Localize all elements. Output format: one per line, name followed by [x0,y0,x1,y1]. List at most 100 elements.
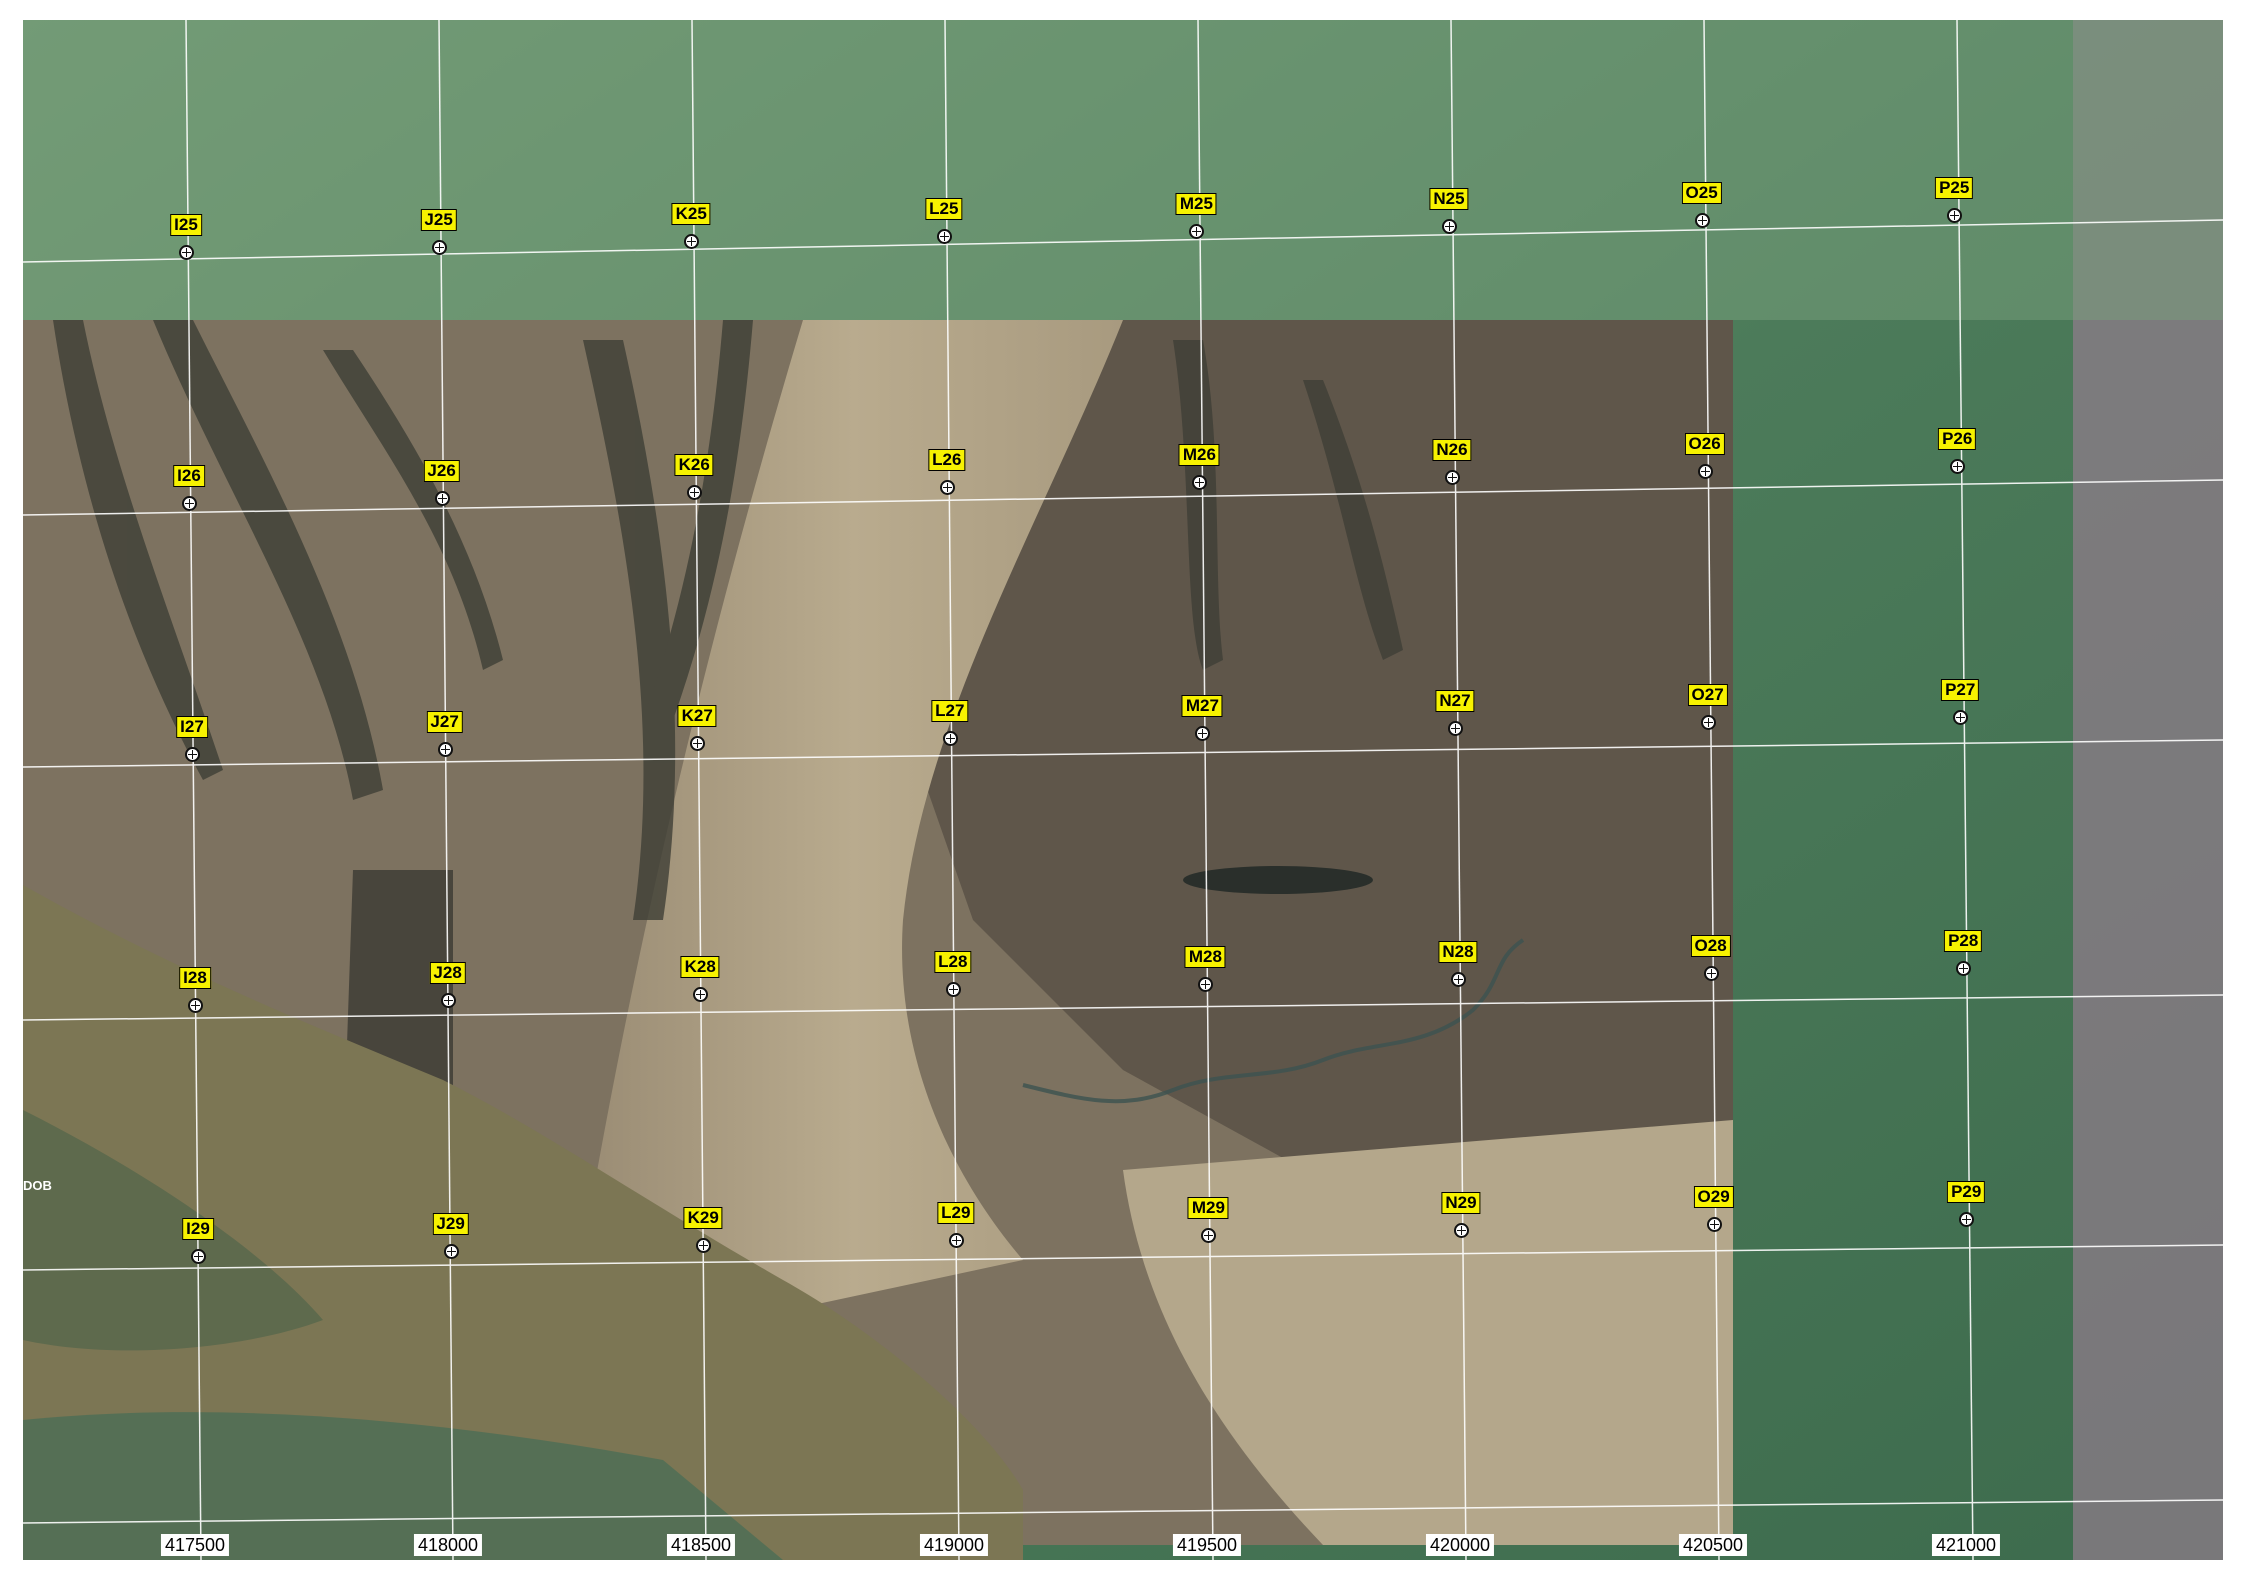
crosshair-icon[interactable] [1694,213,1710,229]
easting-label: 417500 [160,1534,230,1556]
grid-label-i25: I25 [170,214,202,236]
crosshair-icon[interactable] [179,245,194,260]
place-name-fragment: DOB [23,1178,52,1193]
crosshair-icon[interactable] [1192,474,1208,490]
grid-label-p29: P29 [1947,1180,1986,1203]
grid-label-j29: J29 [432,1212,469,1235]
crosshair-icon[interactable] [440,992,456,1008]
crosshair-icon[interactable] [1454,1222,1469,1238]
crosshair-icon[interactable] [191,1249,206,1264]
grid-label-o29: O29 [1693,1186,1734,1209]
grid-label-i27: I27 [176,716,208,738]
crosshair-icon[interactable] [443,1243,459,1259]
easting-label: 418000 [413,1534,483,1556]
grid-label-n26: N26 [1432,438,1472,461]
field-bottom [1123,1120,1733,1545]
grid-label-j28: J28 [429,961,466,984]
grid-label-o25: O25 [1681,182,1722,205]
grid-label-p28: P28 [1944,929,1983,952]
grid-label-l26: L26 [928,449,966,472]
crosshair-icon[interactable] [1451,971,1466,987]
floodplain-strips [53,320,1403,920]
crosshair-icon[interactable] [693,987,709,1003]
crosshair-icon[interactable] [1189,223,1205,239]
crosshair-icon[interactable] [1697,464,1713,480]
crosshair-icon[interactable] [1195,725,1211,741]
crosshair-icon[interactable] [1706,1217,1722,1233]
crosshair-icon[interactable] [188,998,203,1013]
easting-label: 419000 [919,1534,989,1556]
top-green-band [23,20,2223,320]
grid-label-p26: P26 [1938,427,1977,450]
easting-label: 419500 [1172,1534,1242,1556]
lower-bank [23,1412,783,1560]
stream [1022,938,1525,1104]
grid-label-k27: K27 [677,705,717,728]
easting-label: 420000 [1425,1534,1495,1556]
crosshair-icon[interactable] [687,485,703,501]
grid-label-m28: M28 [1184,945,1226,968]
crosshair-icon[interactable] [945,982,961,998]
crosshair-icon[interactable] [696,1238,712,1254]
crosshair-icon[interactable] [431,239,447,255]
crosshair-icon[interactable] [936,229,952,245]
crosshair-icon[interactable] [437,741,453,757]
crosshair-icon[interactable] [1448,720,1463,736]
grid-label-k25: K25 [671,203,711,226]
field-pale [583,320,1123,1320]
crosshair-icon[interactable] [185,747,200,762]
crosshair-icon[interactable] [182,496,197,511]
grid-label-o28: O28 [1690,935,1731,958]
grid-label-k28: K28 [680,956,720,979]
grid-label-i29: I29 [182,1218,214,1240]
crosshair-icon[interactable] [939,480,955,496]
grid-label-n29: N29 [1441,1191,1481,1214]
easting-label: 418500 [666,1534,736,1556]
grid-label-p25: P25 [1935,176,1974,199]
crosshair-icon[interactable] [948,1233,964,1249]
crosshair-icon[interactable] [1198,976,1214,992]
satellite-map[interactable]: DOB I25 J25 K25 L25 M25 N25 O25 P25 I26 J26 K26 L26… [23,20,2223,1560]
crosshair-icon[interactable] [1201,1227,1217,1243]
grid-label-m27: M27 [1181,694,1223,717]
easting-label: 421000 [1931,1534,2001,1556]
crosshair-icon[interactable] [1700,715,1716,731]
grid-label-k29: K29 [683,1207,723,1230]
grid-lines [23,20,2223,1560]
crosshair-icon[interactable] [1953,709,1969,725]
grid-label-l28: L28 [934,951,972,974]
grid-label-j26: J26 [423,459,460,482]
crosshair-icon[interactable] [1445,469,1460,485]
lake [1183,866,1373,894]
grid-label-m29: M29 [1187,1196,1229,1219]
grid-label-m25: M25 [1175,192,1217,215]
grid-label-o27: O27 [1687,684,1728,707]
crosshair-icon[interactable] [1947,207,1963,223]
grid-label-n27: N27 [1435,689,1475,712]
river [23,885,1023,1560]
crosshair-icon[interactable] [1956,960,1972,976]
grid-label-j27: J27 [426,710,463,733]
grid-label-o26: O26 [1684,433,1725,456]
grid-label-k26: K26 [674,454,714,477]
crosshair-icon[interactable] [434,490,450,506]
grid-label-n25: N25 [1429,187,1469,210]
grid-label-p27: P27 [1941,678,1980,701]
grid-label-n28: N28 [1438,940,1478,963]
crosshair-icon[interactable] [690,736,706,752]
grid-label-l25: L25 [925,198,963,221]
crosshair-icon[interactable] [684,234,700,250]
river-island [23,1110,323,1351]
easting-label: 420500 [1678,1534,1748,1556]
crosshair-icon[interactable] [1959,1211,1975,1227]
crosshair-icon[interactable] [1703,966,1719,982]
crosshair-icon[interactable] [1950,458,1966,474]
grid-label-i26: I26 [173,465,205,487]
crosshair-icon[interactable] [1442,218,1457,234]
grid-label-l29: L29 [937,1202,975,1225]
grid-label-j25: J25 [420,208,457,231]
map-imagery [23,20,2223,1560]
crosshair-icon[interactable] [942,731,958,747]
grid-label-i28: I28 [179,967,211,989]
grid-label-m26: M26 [1178,443,1220,466]
